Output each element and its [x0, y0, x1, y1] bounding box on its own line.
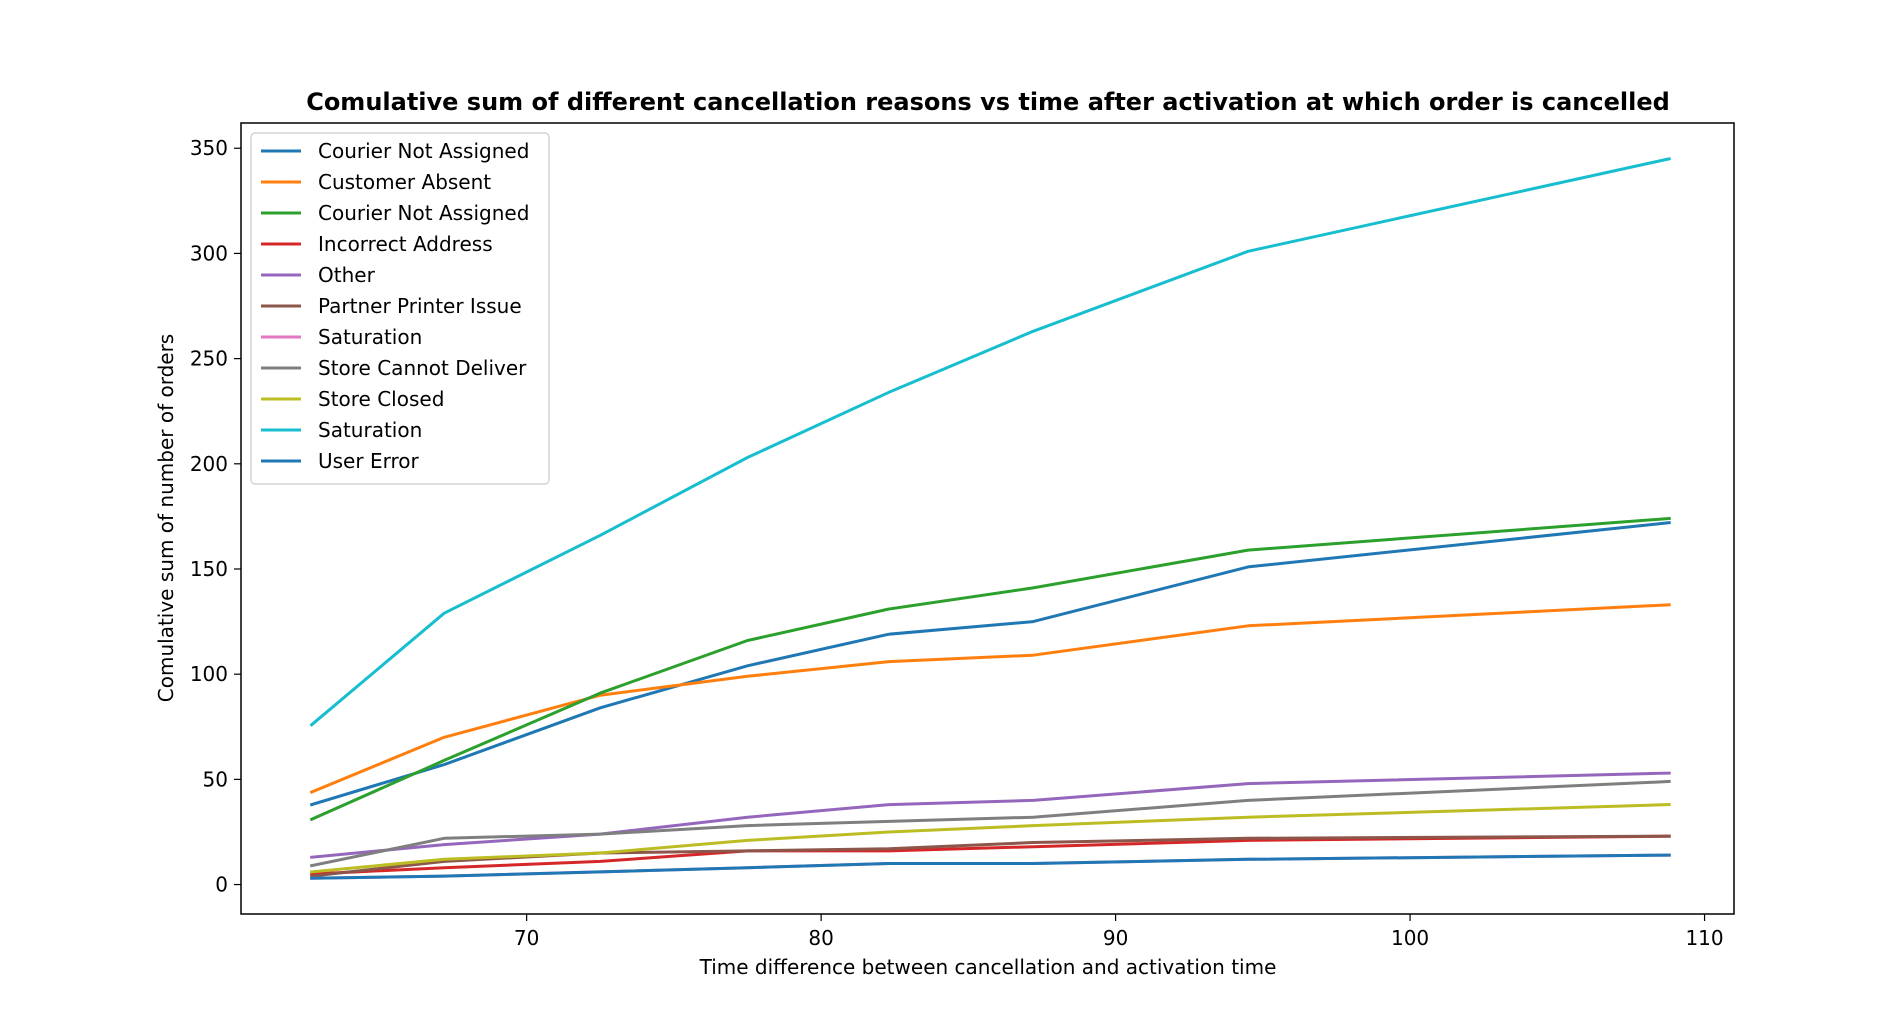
series-line-6 [310, 834, 1671, 878]
x-tick-label: 110 [1685, 926, 1723, 950]
x-tick-label: 90 [1103, 926, 1128, 950]
series-line-10 [309, 157, 1671, 727]
legend: Courier Not Assigned Customer Absent Couri… [250, 132, 550, 485]
series-line-3 [309, 516, 1671, 822]
x-axis-label: Time difference between cancellation and… [699, 955, 1277, 979]
legend-entry-label: User Error [318, 449, 419, 473]
series-line-11 [310, 853, 1671, 880]
legend-entry-label: Other [318, 263, 376, 287]
x-tick-label: 100 [1391, 926, 1429, 950]
legend-entry-label: Customer Absent [318, 170, 491, 194]
y-axis: 0 50 100 150 200 250 300 350 [190, 136, 241, 897]
series-line-9 [310, 803, 1671, 874]
plot-frame [240, 122, 1735, 915]
y-tick-label: 100 [190, 662, 228, 686]
series-layer [309, 157, 1671, 880]
y-axis-label: Comulative sum of number of orders [154, 334, 178, 702]
legend-entry-label: Partner Printer Issue [318, 294, 522, 318]
series-line-8 [309, 779, 1671, 868]
legend-entry-label: Courier Not Assigned [318, 139, 529, 163]
y-tick-label: 50 [203, 767, 228, 791]
y-tick-label: 150 [190, 557, 228, 581]
y-tick-label: 200 [190, 452, 228, 476]
y-tick-label: 350 [190, 136, 228, 160]
y-tick-label: 250 [190, 347, 228, 371]
y-tick-label: 300 [190, 241, 228, 265]
legend-entry-label: Incorrect Address [318, 232, 493, 256]
series-line-2 [309, 603, 1671, 794]
series-line-5 [310, 771, 1671, 859]
chart-title: Comulative sum of different cancellation… [306, 88, 1670, 116]
legend-entry-label: Store Closed [318, 387, 444, 411]
x-axis: 70 80 90 100 110 [514, 914, 1724, 950]
x-tick-label: 80 [808, 926, 833, 950]
series-line-1 [309, 521, 1671, 807]
legend-entry-label: Saturation [318, 418, 422, 442]
y-tick-label: 0 [215, 873, 228, 897]
legend-entry-label: Store Cannot Deliver [318, 356, 527, 380]
legend-box [250, 132, 550, 485]
legend-entry-label: Saturation [318, 325, 422, 349]
x-tick-label: 70 [514, 926, 539, 950]
legend-entry-label: Courier Not Assigned [318, 201, 529, 225]
